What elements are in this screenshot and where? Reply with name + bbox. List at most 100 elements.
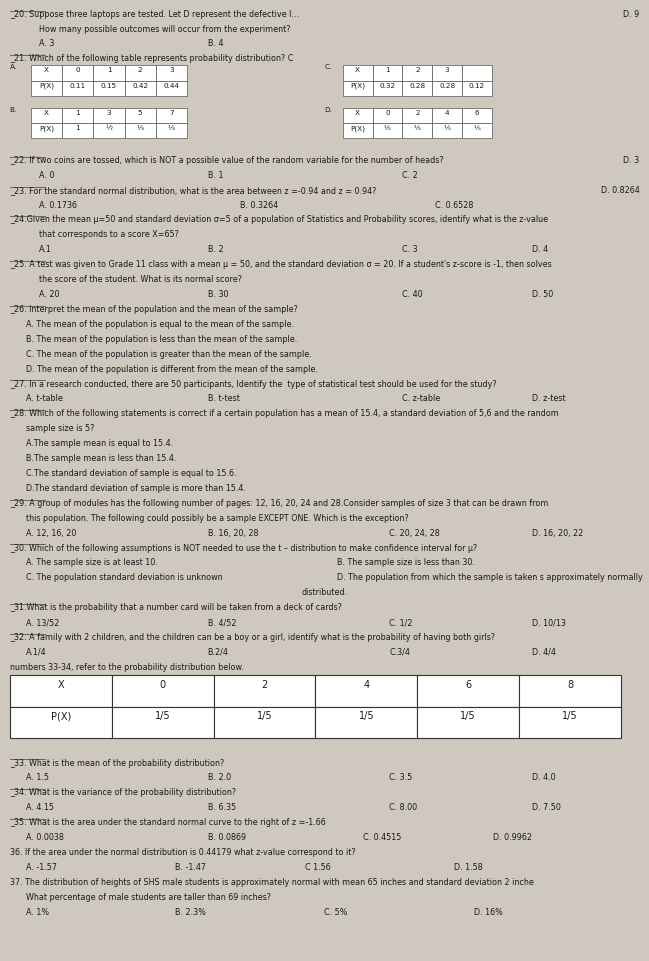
Bar xyxy=(156,66,187,82)
Text: ⅕: ⅕ xyxy=(444,125,450,131)
Text: C.: C. xyxy=(324,64,332,70)
Text: A.The sample mean is equal to 15.4.: A.The sample mean is equal to 15.4. xyxy=(26,438,173,448)
Bar xyxy=(432,109,462,124)
Bar xyxy=(10,675,112,706)
Text: numbers 33-34, refer to the probability distribution below.: numbers 33-34, refer to the probability … xyxy=(10,662,243,671)
Text: _20. Suppose three laptops are tested. Let D represent the defective l…: _20. Suppose three laptops are tested. L… xyxy=(10,10,299,18)
Text: A.1: A.1 xyxy=(39,245,52,254)
Text: 3: 3 xyxy=(106,110,112,115)
Bar xyxy=(156,109,187,124)
Text: C. 3: C. 3 xyxy=(402,245,418,254)
Bar xyxy=(519,706,621,738)
Text: How many possible outcomes will occur from the experiment?: How many possible outcomes will occur fr… xyxy=(39,24,291,34)
Text: 37. The distribution of heights of SHS male students is approximately normal wit: 37. The distribution of heights of SHS m… xyxy=(10,876,533,886)
Text: B. -1.47: B. -1.47 xyxy=(175,862,206,871)
Bar xyxy=(402,124,432,139)
Bar xyxy=(31,82,62,97)
Text: 1/5: 1/5 xyxy=(562,710,578,721)
Text: A. 13/52: A. 13/52 xyxy=(26,617,59,627)
Text: 2: 2 xyxy=(262,678,267,689)
Text: B.The sample mean is less than 15.4.: B.The sample mean is less than 15.4. xyxy=(26,454,177,462)
Bar xyxy=(214,706,315,738)
Bar xyxy=(93,124,125,139)
Text: _26. Interpret the mean of the population and the mean of the sample?: _26. Interpret the mean of the populatio… xyxy=(10,305,298,313)
Text: 3: 3 xyxy=(445,67,450,73)
Text: 0: 0 xyxy=(385,110,390,115)
Bar xyxy=(112,675,214,706)
Text: X: X xyxy=(44,67,49,73)
Text: D. 50: D. 50 xyxy=(532,289,554,299)
Text: C. 2: C. 2 xyxy=(402,171,418,180)
Text: A. 3: A. 3 xyxy=(39,39,55,48)
Text: D. z-test: D. z-test xyxy=(532,394,566,403)
Bar xyxy=(432,124,462,139)
Bar xyxy=(432,82,462,97)
Text: 0.28: 0.28 xyxy=(439,83,455,88)
Text: D. 0.8264: D. 0.8264 xyxy=(600,185,639,194)
Text: _33. What is the mean of the probability distribution?: _33. What is the mean of the probability… xyxy=(10,757,224,767)
Text: B. The sample size is less than 30.: B. The sample size is less than 30. xyxy=(337,557,475,567)
Text: A. 20: A. 20 xyxy=(39,289,60,299)
Text: _30. Which of the following assumptions is NOT needed to use the t – distributio: _30. Which of the following assumptions … xyxy=(10,543,477,552)
Text: X: X xyxy=(57,678,64,689)
Text: D. The mean of the population is different from the mean of the sample.: D. The mean of the population is differe… xyxy=(26,364,318,373)
Text: 0.42: 0.42 xyxy=(132,83,148,88)
Text: ⅕: ⅕ xyxy=(384,125,391,131)
Bar xyxy=(31,124,62,139)
Text: P(X): P(X) xyxy=(39,125,55,132)
Text: A.1/4: A.1/4 xyxy=(26,647,47,656)
Text: B. 4/52: B. 4/52 xyxy=(208,617,236,627)
Text: C 1.56: C 1.56 xyxy=(305,862,331,871)
Bar xyxy=(62,124,93,139)
Bar xyxy=(214,675,315,706)
Text: C. 20, 24, 28: C. 20, 24, 28 xyxy=(389,528,440,537)
Text: B. 1: B. 1 xyxy=(208,171,223,180)
Bar xyxy=(462,124,492,139)
Text: A. 4.15: A. 4.15 xyxy=(26,802,54,811)
Text: 6: 6 xyxy=(465,678,471,689)
Text: distributed.: distributed. xyxy=(301,587,348,597)
Text: D. 4/4: D. 4/4 xyxy=(532,647,556,656)
Bar xyxy=(62,109,93,124)
Text: D. 16, 20, 22: D. 16, 20, 22 xyxy=(532,528,583,537)
Bar xyxy=(417,675,519,706)
Bar xyxy=(373,82,402,97)
Bar xyxy=(373,109,402,124)
Bar xyxy=(31,66,62,82)
Text: _27. In a research conducted, there are 50 participants, Identify the  type of s: _27. In a research conducted, there are … xyxy=(10,379,496,388)
Bar xyxy=(93,109,125,124)
Text: B. 6.35: B. 6.35 xyxy=(208,802,236,811)
Text: B. 0.0869: B. 0.0869 xyxy=(208,832,246,841)
Text: A. 12, 16, 20: A. 12, 16, 20 xyxy=(26,528,77,537)
Text: 2: 2 xyxy=(415,110,420,115)
Bar xyxy=(519,675,621,706)
Text: A. 0: A. 0 xyxy=(39,171,55,180)
Text: X: X xyxy=(355,67,360,73)
Text: A. 1%: A. 1% xyxy=(26,906,49,916)
Text: D. 4.0: D. 4.0 xyxy=(532,773,556,781)
Bar xyxy=(125,124,156,139)
Text: 0.44: 0.44 xyxy=(164,83,179,88)
Text: 1: 1 xyxy=(385,67,390,73)
Bar xyxy=(417,706,519,738)
Text: 4: 4 xyxy=(445,110,450,115)
Text: 5: 5 xyxy=(138,110,143,115)
Bar xyxy=(156,82,187,97)
Text: 0.11: 0.11 xyxy=(70,83,86,88)
Text: B. 2: B. 2 xyxy=(208,245,223,254)
Text: _25. A test was given to Grade 11 class with a mean μ = 50, and the standard dev: _25. A test was given to Grade 11 class … xyxy=(10,259,552,269)
Text: _23. For the standard normal distribution, what is the area between z =-0.94 and: _23. For the standard normal distributio… xyxy=(10,185,376,194)
Text: B. t-test: B. t-test xyxy=(208,394,239,403)
Bar xyxy=(62,82,93,97)
Text: _32. A family with 2 children, and the children can be a boy or a girl, identify: _32. A family with 2 children, and the c… xyxy=(10,632,495,641)
Bar xyxy=(402,66,432,82)
Text: D. 4: D. 4 xyxy=(532,245,548,254)
Text: _21. Which of the following table represents probability distribution? C: _21. Which of the following table repres… xyxy=(10,54,293,63)
Text: C. 40: C. 40 xyxy=(402,289,423,299)
Text: 7: 7 xyxy=(169,110,174,115)
Bar xyxy=(156,124,187,139)
Text: B. 2.3%: B. 2.3% xyxy=(175,906,206,916)
Text: 1: 1 xyxy=(75,125,80,131)
Text: 3: 3 xyxy=(169,67,174,73)
Text: _28. Which of the following statements is correct if a certain population has a : _28. Which of the following statements i… xyxy=(10,408,559,418)
